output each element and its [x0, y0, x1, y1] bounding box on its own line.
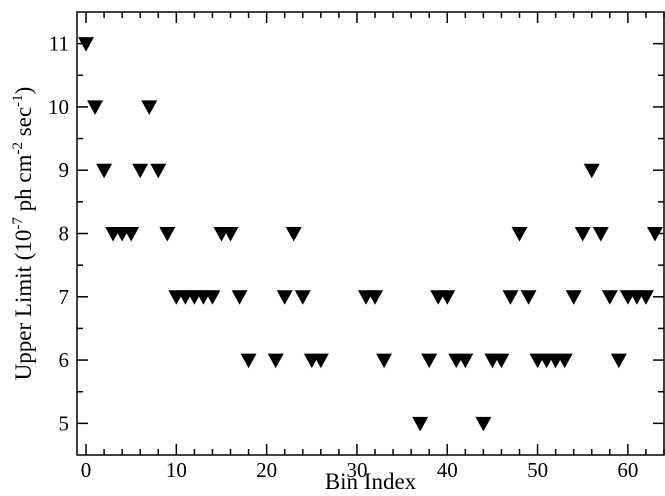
y-tick-label: 10 — [48, 95, 69, 119]
y-tick-label: 8 — [59, 222, 70, 246]
data-point-marker — [646, 227, 663, 242]
x-tick-labels: 0 10 20 30 40 50 60 — [81, 458, 639, 482]
y-axis-title-exp3: -1 — [10, 94, 26, 107]
y-axis-title-mid2: sec — [11, 107, 36, 142]
data-point-marker — [141, 100, 158, 115]
y-tick-label: 6 — [59, 348, 70, 372]
x-tick-label: 20 — [256, 458, 277, 482]
data-point-marker — [87, 100, 104, 115]
data-point-marker — [367, 290, 384, 305]
data-point-marker — [457, 353, 474, 369]
y-axis-title-prefix: Upper Limit (10 — [11, 230, 36, 381]
y-tick-label: 9 — [59, 158, 70, 182]
x-tick-label: 0 — [81, 458, 92, 482]
x-tick-label: 60 — [617, 458, 638, 482]
y-tick-label: 7 — [59, 285, 70, 309]
data-point-marker — [376, 353, 393, 369]
x-tick-label: 10 — [166, 458, 187, 482]
y-axis-title: Upper Limit (10-7 ph cm-2 sec-1) — [10, 87, 36, 381]
data-point-marker — [592, 227, 609, 242]
data-point-marker — [610, 353, 627, 369]
x-tick-label: 30 — [346, 458, 367, 482]
data-point-marker — [475, 416, 492, 432]
data-point-marker — [412, 416, 429, 432]
data-point-marker — [123, 227, 140, 242]
data-point-marker — [294, 290, 311, 305]
data-markers — [78, 37, 663, 432]
data-point-marker — [132, 163, 149, 179]
data-point-marker — [583, 163, 600, 179]
y-tick-label: 5 — [59, 411, 70, 435]
data-point-marker — [601, 290, 618, 305]
x-axis-title: Bin Index — [325, 469, 417, 494]
data-point-marker — [565, 290, 582, 305]
data-point-marker — [222, 227, 239, 242]
data-point-marker — [574, 227, 591, 242]
data-point-marker — [312, 353, 329, 369]
data-point-marker — [267, 353, 284, 369]
y-tick-label: 11 — [49, 32, 69, 56]
data-point-marker — [276, 290, 293, 305]
data-point-marker — [502, 290, 519, 305]
data-point-marker — [637, 290, 654, 305]
y-tick-labels: 5 6 7 8 9 10 11 — [48, 32, 69, 436]
data-point-marker — [421, 353, 438, 369]
data-point-marker — [493, 353, 510, 369]
x-tick-label: 50 — [527, 458, 548, 482]
data-point-marker — [231, 290, 248, 305]
data-point-marker — [439, 290, 456, 305]
x-tick-label: 40 — [437, 458, 458, 482]
minor-ticks — [77, 12, 665, 455]
data-point-marker — [511, 227, 528, 242]
data-point-marker — [240, 353, 257, 369]
data-point-marker — [285, 227, 302, 242]
data-point-marker — [556, 353, 573, 369]
data-point-marker — [150, 163, 167, 179]
data-point-marker — [78, 37, 95, 52]
y-axis-title-exp2: -2 — [10, 142, 26, 155]
y-axis-title-mid: ph cm — [11, 154, 36, 217]
data-point-marker — [520, 290, 537, 305]
data-point-marker — [204, 290, 221, 305]
data-point-marker — [96, 163, 113, 179]
y-axis-title-suffix: ) — [11, 87, 36, 95]
data-point-marker — [159, 227, 176, 242]
y-axis-title-exp1: -7 — [10, 217, 26, 230]
